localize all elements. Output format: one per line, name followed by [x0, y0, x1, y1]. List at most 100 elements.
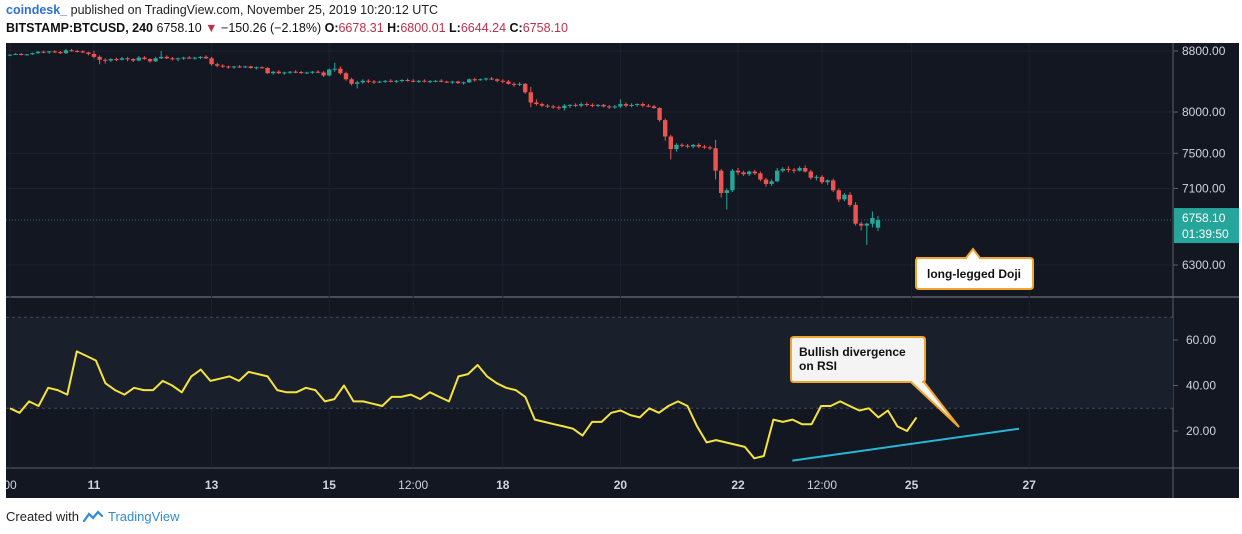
candle-body	[97, 56, 102, 60]
time-tick-label: 11	[88, 478, 101, 492]
price-tick-label: 6300.00	[1182, 258, 1226, 272]
time-tick-label: 25	[905, 478, 919, 492]
candle-body	[668, 136, 673, 150]
tradingview-brand[interactable]: TradingView	[108, 509, 180, 524]
candle-body	[819, 176, 825, 183]
candle-body	[198, 56, 203, 58]
candle-body	[567, 104, 573, 106]
candle-body	[19, 53, 24, 56]
candle-body	[528, 92, 533, 103]
candle-body	[590, 104, 595, 106]
candle-body	[523, 83, 528, 93]
publisher-name[interactable]: coindesk_	[6, 3, 68, 17]
candle-body	[444, 81, 449, 83]
close-value: 6758.10	[522, 21, 568, 35]
candle-body	[674, 144, 679, 150]
candle-body	[108, 59, 113, 61]
candle-body	[192, 57, 197, 59]
candle-body	[226, 66, 231, 68]
candle-body	[651, 106, 657, 109]
candle-body	[595, 104, 601, 106]
price-tick-label: 7500.00	[1182, 146, 1226, 160]
publish-info: coindesk_ published on TradingView.com, …	[6, 3, 438, 17]
candle-body	[187, 57, 192, 59]
candle-body	[450, 81, 455, 83]
time-tick-label: 27	[1023, 478, 1037, 492]
candle-body	[349, 79, 354, 84]
candle-body	[803, 168, 808, 172]
symbol-label: BITSTAMP:BTCUSD, 240	[6, 21, 154, 35]
candle-body	[237, 66, 242, 68]
candle-body	[24, 54, 29, 56]
candle-body	[399, 80, 405, 82]
candle-body	[7, 54, 13, 56]
candle-body	[52, 51, 57, 53]
candle-body	[383, 80, 388, 82]
candle-body	[472, 79, 477, 81]
candle-body	[405, 80, 410, 82]
candle-body	[209, 58, 214, 65]
candle-body	[506, 81, 511, 84]
candle-body	[327, 69, 332, 76]
candle-body	[388, 80, 393, 82]
candle-body	[579, 104, 584, 106]
candle-body	[293, 71, 298, 73]
candle-body	[164, 56, 169, 59]
candle-body	[276, 71, 281, 74]
candle-body	[69, 50, 74, 52]
candle-body	[427, 81, 433, 83]
candle-body	[248, 66, 253, 68]
candle-body	[58, 52, 63, 54]
candle-body	[713, 148, 718, 171]
candle-body	[696, 144, 701, 147]
candle-body	[797, 168, 802, 171]
candle-body	[758, 173, 763, 180]
doji-callout	[915, 247, 1034, 290]
candle-body	[265, 67, 270, 74]
price-tick-label: 7100.00	[1182, 181, 1226, 195]
rsi-trendline	[792, 427, 1020, 462]
candle-body	[343, 73, 349, 80]
candle-body	[75, 51, 80, 52]
time-tick-label: 15	[323, 478, 337, 492]
price-tick-label: 8000.00	[1182, 105, 1226, 119]
candle-body	[315, 71, 321, 73]
candle-body	[679, 144, 685, 146]
chart-area[interactable]: 8800.00 8000.00 7500.00 7100.00 6300.00 60.00…	[3, 43, 1239, 498]
candle-body	[853, 204, 858, 224]
candle-body	[685, 145, 690, 147]
candle-body	[483, 78, 489, 80]
candle-body	[814, 176, 819, 178]
candle-body	[371, 81, 377, 83]
tradingview-logo-icon	[82, 510, 103, 522]
candle-body	[601, 104, 606, 107]
last-price-label: 6758.10	[1182, 211, 1226, 225]
candle-body	[864, 223, 869, 226]
candle-body	[394, 80, 399, 82]
candle-body	[517, 83, 522, 85]
last-price-tag	[1174, 208, 1239, 244]
rsi-band	[6, 317, 1173, 409]
candle-body	[623, 104, 629, 106]
low-label: L:	[449, 21, 461, 35]
candle-body	[735, 170, 741, 173]
candle-body	[13, 53, 18, 55]
candle-body	[870, 217, 875, 224]
candle-body	[663, 120, 668, 137]
candle-body	[545, 105, 550, 107]
candle-body	[763, 179, 769, 184]
candle-body	[556, 107, 561, 109]
candle-body	[551, 106, 556, 108]
candle-body	[259, 67, 265, 69]
candle-body	[377, 81, 382, 83]
time-tick-label: 18	[496, 478, 510, 492]
candle-body	[63, 50, 69, 54]
candle-body	[707, 147, 713, 149]
candle-body	[411, 80, 416, 82]
high-label: H:	[387, 21, 401, 35]
candle-body	[203, 56, 209, 59]
doji-annotation-label: long-legged Doji	[927, 267, 1021, 281]
candle-body	[730, 170, 735, 191]
chart-svg[interactable]: 8800.00 8000.00 7500.00 7100.00 6300.00 60.00…	[3, 43, 1239, 498]
time-tick-label: 12:00	[398, 478, 428, 492]
